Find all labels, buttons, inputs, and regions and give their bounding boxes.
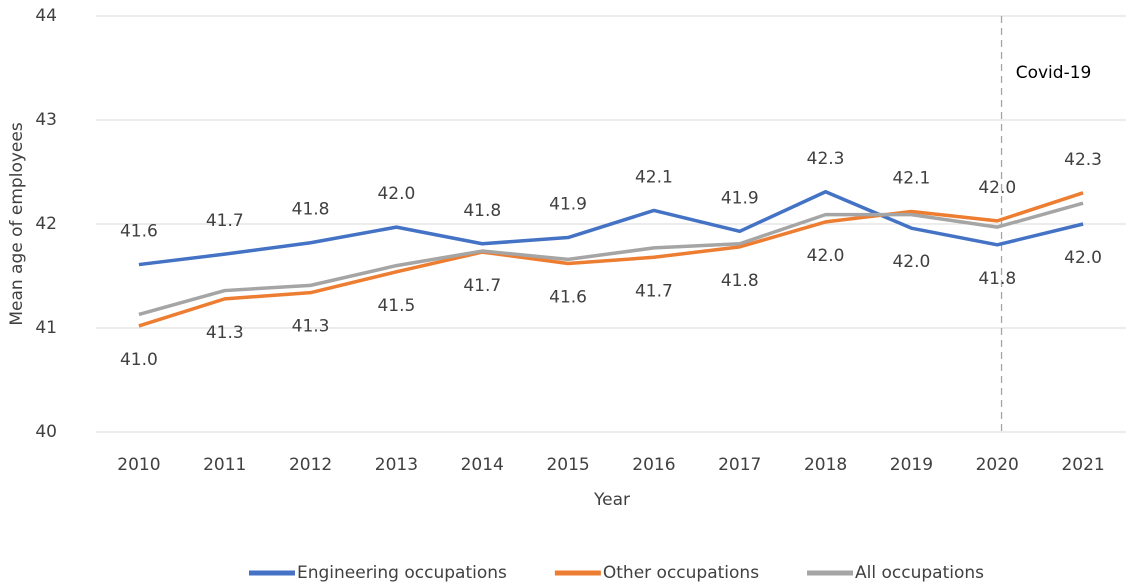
- data-label: 41.7: [635, 281, 673, 301]
- data-label: 41.7: [463, 276, 501, 296]
- data-label: 41.0: [120, 350, 158, 370]
- data-label: 42.0: [978, 178, 1016, 198]
- legend-label: Other occupations: [603, 563, 759, 583]
- data-label: 41.3: [206, 323, 244, 343]
- data-label: 42.0: [892, 252, 930, 272]
- x-tick-label: 2011: [203, 455, 246, 475]
- data-label: 41.6: [120, 222, 158, 242]
- data-label: 41.8: [978, 269, 1016, 289]
- x-tick-label: 2019: [890, 455, 933, 475]
- y-tick-label: 40: [35, 422, 57, 442]
- data-label: 42.0: [807, 246, 845, 266]
- x-tick-label: 2014: [461, 455, 504, 475]
- data-label: 42.3: [1064, 150, 1102, 170]
- series-line: [138, 201, 1084, 317]
- x-axis-title: Year: [593, 490, 630, 510]
- x-tick-label: 2015: [546, 455, 589, 475]
- y-axis-title: Mean age of employees: [7, 122, 27, 325]
- legend-label: Engineering occupations: [297, 563, 507, 583]
- legend-label: All occupations: [855, 563, 984, 583]
- data-label: 41.8: [463, 201, 501, 221]
- series-line: [138, 190, 1084, 267]
- x-tick-label: 2020: [976, 455, 1019, 475]
- x-tick-label: 2010: [117, 455, 160, 475]
- data-label: 41.3: [292, 317, 330, 337]
- x-tick-label: 2016: [632, 455, 675, 475]
- series-line: [138, 191, 1084, 328]
- x-tick-label: 2013: [375, 455, 418, 475]
- y-tick-label: 42: [35, 214, 57, 234]
- x-tick-label: 2017: [718, 455, 761, 475]
- x-tick-label: 2018: [804, 455, 847, 475]
- data-label: 41.5: [377, 296, 415, 316]
- y-tick-label: 43: [35, 110, 57, 130]
- data-label: 41.9: [549, 195, 587, 215]
- data-label: 42.3: [807, 149, 845, 169]
- x-tick-label: 2021: [1061, 455, 1104, 475]
- data-label: 41.7: [206, 211, 244, 231]
- data-label: 41.8: [721, 271, 759, 291]
- x-tick-label: 2012: [289, 455, 332, 475]
- data-label: 42.1: [892, 169, 930, 189]
- data-label: 41.6: [549, 288, 587, 308]
- y-tick-label: 44: [35, 6, 57, 26]
- annotation-text: Covid-19: [1016, 63, 1092, 83]
- data-label: 42.0: [1064, 248, 1102, 268]
- data-label: 42.0: [377, 184, 415, 204]
- data-label: 41.9: [721, 188, 759, 208]
- data-label: 42.1: [635, 167, 673, 187]
- y-tick-label: 41: [35, 318, 57, 338]
- data-label: 41.8: [292, 200, 330, 220]
